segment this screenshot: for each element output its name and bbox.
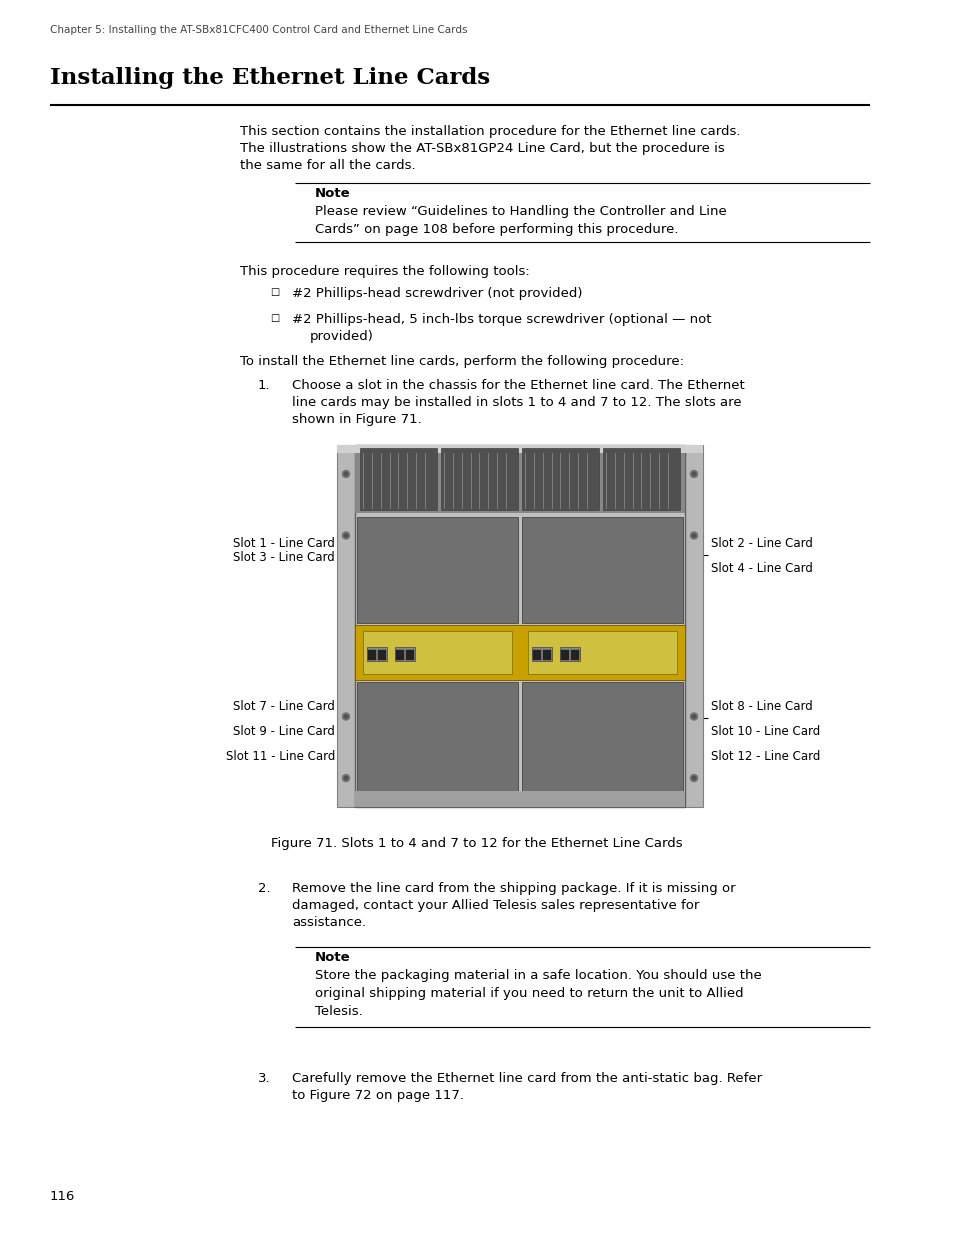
Bar [363,631,512,673]
Text: line cards may be installed in slots 1 to 4 and 7 to 12. The slots are: line cards may be installed in slots 1 t… [292,396,740,409]
Bar [356,517,517,622]
Bar [377,650,386,659]
Bar [368,650,375,659]
Text: Allied Telesis SwitchBlade x8112: Allied Telesis SwitchBlade x8112 [363,799,464,804]
Bar [359,448,436,510]
Text: #2 Phillips-head, 5 inch-lbs torque screwdriver (optional — not: #2 Phillips-head, 5 inch-lbs torque scre… [292,312,711,326]
Circle shape [690,471,697,478]
Bar [406,650,414,659]
Text: 116: 116 [50,1191,75,1203]
Text: damaged, contact your Allied Telesis sales representative for: damaged, contact your Allied Telesis sal… [292,899,699,911]
Text: shown in Figure 71.: shown in Figure 71. [292,412,421,426]
Text: Please review “Guidelines to Handling the Controller and Line: Please review “Guidelines to Handling th… [314,205,726,219]
Text: □: □ [270,287,279,296]
Circle shape [692,715,695,718]
Circle shape [690,532,697,538]
Circle shape [342,471,349,478]
Bar [684,445,702,806]
Circle shape [344,715,347,718]
Bar [355,625,684,679]
Text: Choose a slot in the chassis for the Ethernet line card. The Ethernet: Choose a slot in the chassis for the Eth… [292,379,744,391]
Circle shape [344,473,347,475]
Bar [521,682,682,805]
Text: 2.: 2. [257,882,271,895]
Circle shape [342,532,349,538]
Bar [559,647,579,661]
Text: Note: Note [314,951,351,965]
Text: To install the Ethernet line cards, perform the following procedure:: To install the Ethernet line cards, perf… [240,354,683,368]
Text: Note: Note [314,186,351,200]
Bar [527,631,677,673]
Text: original shipping material if you need to return the unit to Allied: original shipping material if you need t… [314,987,742,1000]
Bar [521,517,682,622]
Text: to Figure 72 on page 117.: to Figure 72 on page 117. [292,1089,463,1102]
Text: 3.: 3. [257,1072,271,1086]
Circle shape [342,774,349,782]
Text: Slot 7 - Line Card: Slot 7 - Line Card [233,700,335,714]
Text: Carefully remove the Ethernet line card from the anti-static bag. Refer: Carefully remove the Ethernet line card … [292,1072,761,1086]
Text: Telesis.: Telesis. [314,1005,362,1018]
Circle shape [692,777,695,779]
Bar [395,650,403,659]
Bar [602,448,679,510]
Bar [533,650,540,659]
Bar [542,650,551,659]
Text: Store the packaging material in a safe location. You should use the: Store the packaging material in a safe l… [314,969,760,982]
Text: This section contains the installation procedure for the Ethernet line cards.: This section contains the installation p… [240,125,740,138]
Text: 1.: 1. [257,379,271,391]
Text: assistance.: assistance. [292,916,366,929]
Circle shape [690,713,697,720]
Bar [560,650,568,659]
Text: Slot 10 - Line Card: Slot 10 - Line Card [710,725,820,739]
Circle shape [344,777,347,779]
Text: The illustrations show the AT-SBx81GP24 Line Card, but the procedure is: The illustrations show the AT-SBx81GP24 … [240,142,724,156]
Text: This procedure requires the following tools:: This procedure requires the following to… [240,266,529,278]
Text: □: □ [270,312,279,324]
Bar [355,445,684,513]
Bar [356,682,517,805]
Circle shape [690,774,697,782]
Text: Chapter 5: Installing the AT-SBx81CFC400 Control Card and Ethernet Line Cards: Chapter 5: Installing the AT-SBx81CFC400… [50,25,467,35]
Bar [395,647,415,661]
Text: Slot 12 - Line Card: Slot 12 - Line Card [710,750,820,763]
Bar [440,448,517,510]
Text: Slot 4 - Line Card: Slot 4 - Line Card [710,562,812,574]
Text: Remove the line card from the shipping package. If it is missing or: Remove the line card from the shipping p… [292,882,735,895]
Bar [355,790,684,806]
Text: Slot 1 - Line Card: Slot 1 - Line Card [233,537,335,550]
Text: #2 Phillips-head screwdriver (not provided): #2 Phillips-head screwdriver (not provid… [292,287,582,300]
Text: Cards” on page 108 before performing this procedure.: Cards” on page 108 before performing thi… [314,224,678,236]
Text: provided): provided) [310,330,374,343]
Bar [571,650,578,659]
Text: Slot 9 - Line Card: Slot 9 - Line Card [233,725,335,739]
Text: Installing the Ethernet Line Cards: Installing the Ethernet Line Cards [50,67,490,89]
Bar [355,445,684,806]
Text: Slot 3 - Line Card: Slot 3 - Line Card [233,551,335,563]
Text: Slot 2 - Line Card: Slot 2 - Line Card [710,537,812,550]
Circle shape [344,534,347,537]
Bar [532,647,552,661]
Bar [336,445,355,806]
Bar [367,647,387,661]
Text: Figure 71. Slots 1 to 4 and 7 to 12 for the Ethernet Line Cards: Figure 71. Slots 1 to 4 and 7 to 12 for … [271,837,682,850]
Circle shape [692,534,695,537]
Circle shape [692,473,695,475]
Text: the same for all the cards.: the same for all the cards. [240,159,416,172]
Bar [336,445,702,453]
Bar [521,448,598,510]
Text: Slot 8 - Line Card: Slot 8 - Line Card [710,700,812,714]
Text: Slot 11 - Line Card: Slot 11 - Line Card [226,750,335,763]
Circle shape [342,713,349,720]
